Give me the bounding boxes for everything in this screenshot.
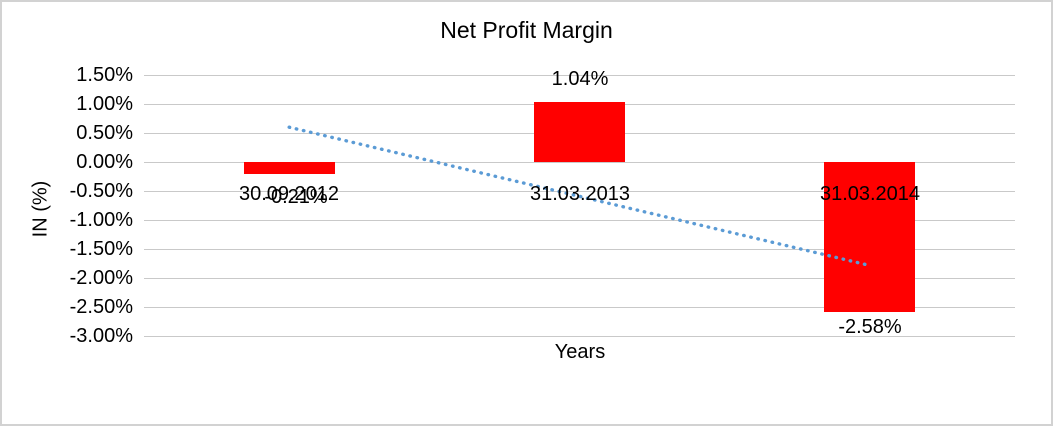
category-label: 31.03.2013 [529,183,631,205]
x-axis-title: Years [554,341,606,363]
y-tick-label: -2.00% [69,267,133,289]
bar [244,162,335,174]
y-tick-label: 0.50% [76,122,133,144]
gridline [144,336,1015,337]
gridline [144,75,1015,76]
y-tick-label: -0.50% [69,180,133,202]
gridline [144,307,1015,308]
y-tick-label: -2.50% [69,296,133,318]
y-tick-label: -1.50% [69,238,133,260]
data-label: 1.04% [551,68,609,90]
category-label: 31.03.2014 [819,183,921,205]
y-tick-label: 1.50% [76,64,133,86]
chart-title: Net Profit Margin [440,17,613,43]
y-tick-label: -1.00% [69,209,133,231]
data-label: -0.21% [264,186,328,208]
y-tick-label: -3.00% [69,325,133,347]
bar [534,102,625,162]
y-tick-label: 1.00% [76,93,133,115]
gridline [144,278,1015,279]
y-tick-label: 0.00% [76,151,133,173]
data-label: -2.58% [838,316,902,338]
